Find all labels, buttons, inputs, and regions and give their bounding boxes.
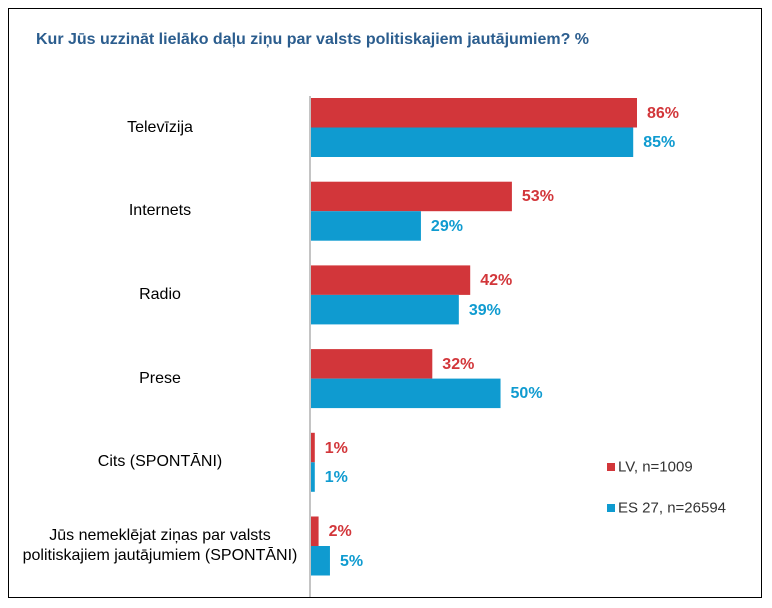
legend-swatch xyxy=(607,463,615,471)
bar xyxy=(311,211,421,241)
value-label: 53% xyxy=(521,188,554,206)
bar xyxy=(311,432,315,463)
bar xyxy=(311,378,501,409)
legend-label: ES 27, n=26594 xyxy=(618,499,727,517)
bar xyxy=(311,462,315,492)
bar xyxy=(311,516,319,546)
category-label: Internets xyxy=(128,202,192,220)
bar xyxy=(311,546,330,576)
value-label: 50% xyxy=(510,385,543,403)
bar xyxy=(311,98,637,128)
value-label: 1% xyxy=(324,439,348,457)
legend-label: LV, n=1009 xyxy=(618,458,693,476)
legend-swatch xyxy=(607,504,615,512)
category-label: Prese xyxy=(139,369,181,387)
bar xyxy=(311,294,459,325)
bar xyxy=(311,127,634,157)
value-label: 32% xyxy=(442,355,475,373)
chart-title: Kur Jūs uzzināt lielāko daļu ziņu par va… xyxy=(36,31,590,48)
value-label: 1% xyxy=(324,469,348,487)
value-label: 39% xyxy=(468,301,501,319)
chart-frame xyxy=(8,8,762,598)
bar xyxy=(311,265,471,295)
value-label: 86% xyxy=(647,104,680,122)
value-label: 29% xyxy=(430,217,463,235)
bar xyxy=(311,181,512,212)
value-label: 2% xyxy=(328,523,352,541)
category-label: Radio xyxy=(139,285,181,303)
category-label: Jūs nemeklējat ziņas par valsts politisk… xyxy=(22,527,298,564)
category-label: Cits (SPONTĀNI) xyxy=(97,453,223,471)
value-label: 5% xyxy=(339,552,364,570)
category-label: Televīzija xyxy=(127,118,193,136)
bar xyxy=(311,349,433,379)
value-label: 42% xyxy=(480,272,513,290)
value-label: 85% xyxy=(643,134,676,152)
